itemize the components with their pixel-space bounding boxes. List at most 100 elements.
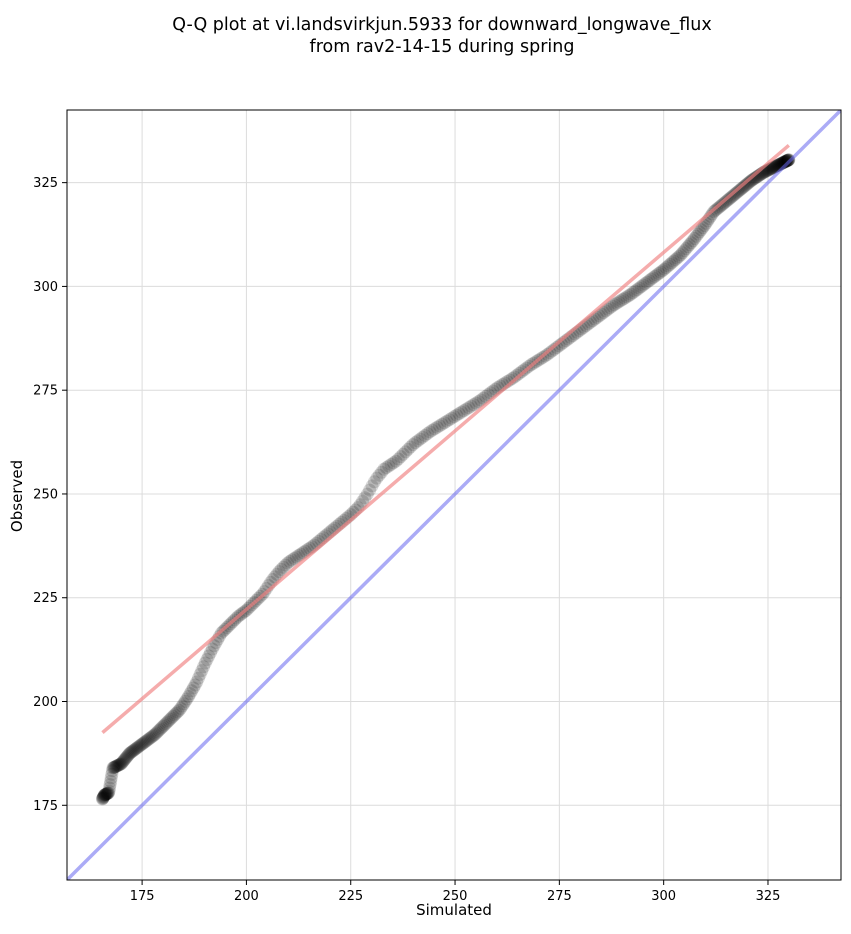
quantile-point bbox=[118, 752, 132, 766]
quantile-point bbox=[652, 267, 666, 281]
quantile-point bbox=[425, 423, 439, 437]
quantile-point bbox=[616, 292, 630, 306]
quantile-point bbox=[672, 249, 686, 263]
quantile-point bbox=[601, 302, 615, 316]
quantile-point bbox=[387, 456, 401, 470]
quantile-point bbox=[274, 562, 288, 576]
quantile-point bbox=[738, 179, 752, 193]
quantile-point bbox=[609, 296, 623, 310]
quantile-point bbox=[603, 301, 617, 315]
quantile-point bbox=[663, 257, 677, 271]
quantile-point bbox=[510, 368, 524, 382]
quantile-point bbox=[628, 284, 642, 298]
quantile-point bbox=[162, 714, 176, 728]
quantile-point bbox=[382, 459, 396, 473]
quantile-point bbox=[285, 553, 299, 567]
quantile-point bbox=[99, 787, 113, 801]
x-tick-label-300: 300 bbox=[651, 889, 676, 904]
quantile-point bbox=[474, 393, 488, 407]
quantile-point bbox=[138, 735, 152, 749]
quantile-point bbox=[197, 660, 211, 674]
quantile-point bbox=[99, 787, 113, 801]
quantile-point bbox=[289, 550, 303, 564]
quantile-point bbox=[418, 428, 432, 442]
quantile-point bbox=[163, 712, 177, 726]
quantile-point bbox=[681, 240, 695, 254]
quantile-point bbox=[462, 401, 476, 415]
quantile-point bbox=[435, 417, 449, 431]
quantile-point bbox=[132, 739, 146, 753]
scatter-points bbox=[95, 153, 796, 806]
quantile-point bbox=[169, 706, 183, 720]
quantile-point bbox=[121, 748, 135, 762]
quantile-point bbox=[283, 554, 297, 568]
quantile-point bbox=[198, 656, 212, 670]
quantile-point bbox=[622, 289, 636, 303]
quantile-point bbox=[202, 649, 216, 663]
quantile-point bbox=[96, 791, 110, 805]
quantile-point bbox=[667, 254, 681, 268]
quantile-point bbox=[550, 341, 564, 355]
x-axis-label: Simulated bbox=[416, 901, 492, 919]
quantile-point bbox=[174, 701, 188, 715]
quantile-point bbox=[733, 183, 747, 197]
quantile-point bbox=[740, 177, 754, 191]
y-axis-label: Observed bbox=[8, 460, 26, 532]
quantile-point bbox=[128, 742, 142, 756]
quantile-point bbox=[742, 176, 756, 190]
quantile-point bbox=[459, 402, 473, 416]
quantile-point bbox=[442, 413, 456, 427]
quantile-point bbox=[689, 229, 703, 243]
quantile-point bbox=[168, 708, 182, 722]
quantile-point bbox=[281, 556, 295, 570]
quantile-point bbox=[130, 741, 144, 755]
quantile-point bbox=[104, 771, 118, 785]
quantile-point bbox=[734, 182, 748, 196]
quantile-point bbox=[594, 307, 608, 321]
quantile-point bbox=[160, 715, 174, 729]
quantile-point bbox=[166, 709, 180, 723]
quantile-point bbox=[113, 757, 127, 771]
quantile-point bbox=[679, 242, 693, 256]
quantile-point bbox=[634, 280, 648, 294]
y-tick-label-200: 200 bbox=[33, 695, 58, 710]
quantile-point bbox=[684, 236, 698, 250]
quantile-point bbox=[657, 262, 671, 276]
quantile-point bbox=[705, 207, 719, 221]
quantile-point bbox=[505, 372, 519, 386]
quantile-point bbox=[186, 681, 200, 695]
quantile-point bbox=[124, 745, 138, 759]
x-tick-label-275: 275 bbox=[547, 889, 572, 904]
y-tick-label-250: 250 bbox=[33, 487, 58, 502]
grid bbox=[67, 110, 841, 880]
quantile-point bbox=[294, 547, 308, 561]
quantile-point bbox=[200, 653, 214, 667]
quantile-point bbox=[737, 180, 751, 194]
quantile-point bbox=[193, 667, 207, 681]
quantile-point bbox=[696, 221, 710, 235]
quantile-point bbox=[744, 174, 758, 188]
quantile-point bbox=[636, 278, 650, 292]
quantile-point bbox=[185, 684, 199, 698]
x-tick-label-200: 200 bbox=[234, 889, 259, 904]
quantile-point bbox=[746, 172, 760, 186]
quantile-point bbox=[654, 265, 668, 279]
quantile-point bbox=[377, 462, 391, 476]
quantile-point bbox=[172, 703, 186, 717]
quantile-point bbox=[648, 269, 662, 283]
quantile-point bbox=[171, 705, 185, 719]
y-tick-label-300: 300 bbox=[33, 280, 58, 295]
quantile-point bbox=[97, 789, 111, 803]
quantile-point bbox=[97, 789, 111, 803]
quantile-point bbox=[646, 271, 660, 285]
quantile-point bbox=[156, 719, 170, 733]
quantile-point bbox=[367, 475, 381, 489]
quantile-point bbox=[101, 786, 115, 800]
quantile-point bbox=[151, 725, 165, 739]
quantile-point bbox=[780, 154, 794, 168]
quantile-point bbox=[152, 723, 166, 737]
quantile-point bbox=[183, 687, 197, 701]
quantile-point bbox=[165, 711, 179, 725]
quantile-point bbox=[768, 160, 782, 174]
